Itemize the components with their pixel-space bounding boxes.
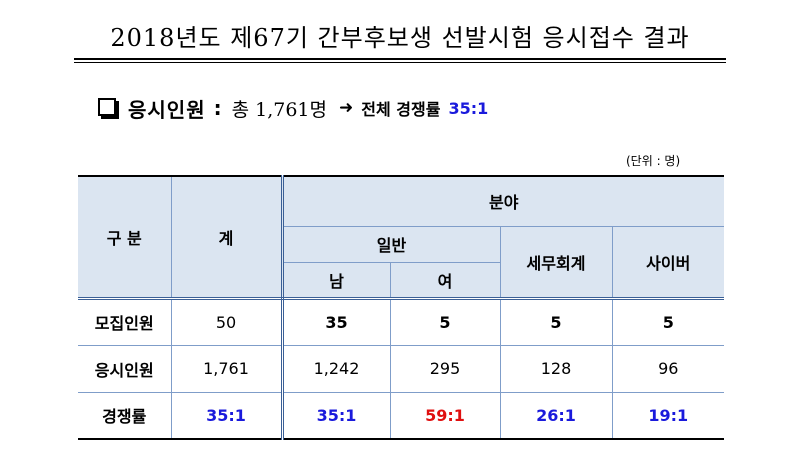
table-row: 응시인원 1,761 1,242 295 128 96 — [78, 345, 725, 393]
cell-male: 1,242 — [281, 345, 391, 393]
cell-total: 1,761 — [170, 345, 284, 393]
cell-tax: 5 — [499, 298, 613, 346]
header-general: 일반 — [281, 225, 501, 263]
cell-cyber: 5 — [611, 298, 725, 346]
table-row: 경쟁률 35:1 35:1 59:1 26:1 19:1 — [78, 392, 725, 440]
results-table: 구 분 계 분야 일반 세무회계 사이버 남 여 모집인원 50 35 5 5 … — [78, 175, 725, 440]
summary-ratio-label: 전체 경쟁률 — [361, 100, 441, 119]
header-total: 계 — [170, 175, 284, 300]
header-cyber: 사이버 — [611, 225, 725, 300]
table-row: 모집인원 50 35 5 5 5 — [78, 298, 725, 346]
summary-label: 응시인원 — [128, 97, 206, 122]
summary-line: 응시인원 : 총 1,761명 ➜ 전체 경쟁률 35:1 — [98, 94, 488, 122]
cell-male: 35 — [281, 298, 391, 346]
unit-note: (단위 : 명) — [626, 154, 681, 168]
cell-female: 59:1 — [389, 392, 501, 440]
checkbox-bullet-icon — [98, 98, 116, 116]
header-tax: 세무회계 — [499, 225, 613, 300]
summary-ratio-value: 35:1 — [448, 98, 489, 118]
row-label: 응시인원 — [78, 345, 172, 393]
cell-total: 35:1 — [170, 392, 284, 440]
header-category: 구 분 — [78, 175, 172, 300]
header-field: 분야 — [281, 175, 725, 227]
cell-female: 5 — [389, 298, 501, 346]
summary-colon: : — [213, 96, 222, 120]
cell-cyber: 96 — [611, 345, 725, 393]
title-divider — [74, 58, 726, 60]
cell-cyber: 19:1 — [611, 392, 725, 440]
summary-total: 총 1,761명 — [231, 98, 328, 121]
cell-female: 295 — [389, 345, 501, 393]
cell-total: 50 — [170, 298, 284, 346]
cell-tax: 128 — [499, 345, 613, 393]
title-divider-thin — [74, 62, 726, 63]
cell-male: 35:1 — [281, 392, 391, 440]
cell-tax: 26:1 — [499, 392, 613, 440]
row-label: 경쟁률 — [78, 392, 172, 440]
header-female: 여 — [389, 261, 501, 300]
page-title: 2018년도 제67기 간부후보생 선발시험 응시접수 결과 — [110, 24, 690, 52]
arrow-right-icon: ➜ — [339, 98, 354, 118]
row-label: 모집인원 — [78, 298, 172, 346]
header-male: 남 — [281, 261, 391, 300]
